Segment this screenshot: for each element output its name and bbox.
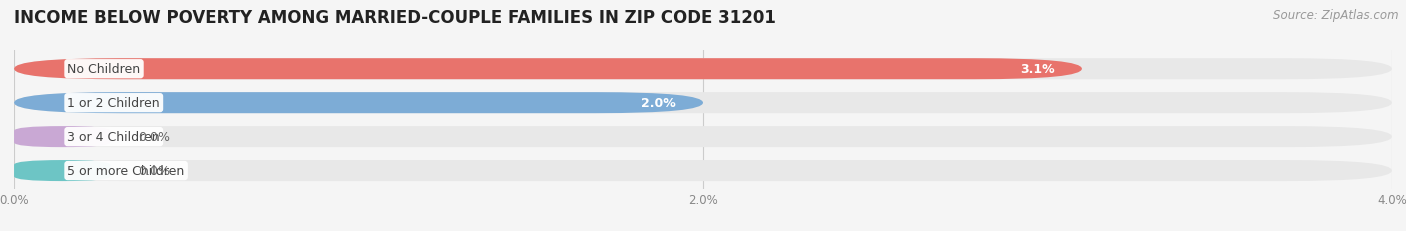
FancyBboxPatch shape bbox=[14, 59, 1083, 80]
Text: INCOME BELOW POVERTY AMONG MARRIED-COUPLE FAMILIES IN ZIP CODE 31201: INCOME BELOW POVERTY AMONG MARRIED-COUPL… bbox=[14, 9, 776, 27]
Text: 3 or 4 Children: 3 or 4 Children bbox=[67, 131, 160, 143]
Text: 1 or 2 Children: 1 or 2 Children bbox=[67, 97, 160, 110]
Text: 2.0%: 2.0% bbox=[641, 97, 675, 110]
FancyBboxPatch shape bbox=[14, 93, 1392, 114]
FancyBboxPatch shape bbox=[14, 127, 1392, 148]
Text: 3.1%: 3.1% bbox=[1019, 63, 1054, 76]
Text: 5 or more Children: 5 or more Children bbox=[67, 164, 184, 177]
Text: 0.0%: 0.0% bbox=[138, 131, 170, 143]
Text: 0.0%: 0.0% bbox=[138, 164, 170, 177]
FancyBboxPatch shape bbox=[14, 59, 1392, 80]
FancyBboxPatch shape bbox=[14, 93, 703, 114]
Text: No Children: No Children bbox=[67, 63, 141, 76]
Text: Source: ZipAtlas.com: Source: ZipAtlas.com bbox=[1274, 9, 1399, 22]
FancyBboxPatch shape bbox=[14, 160, 111, 181]
FancyBboxPatch shape bbox=[14, 127, 111, 148]
FancyBboxPatch shape bbox=[14, 160, 1392, 181]
